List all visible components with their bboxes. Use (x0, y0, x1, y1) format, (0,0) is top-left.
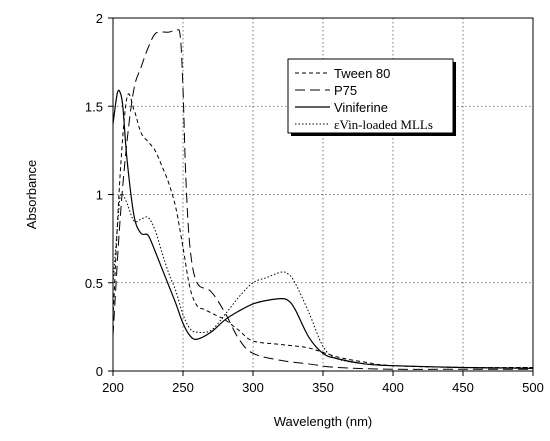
grid (113, 18, 533, 371)
y-tick-label: 0.5 (85, 276, 103, 291)
x-tick-label: 350 (312, 380, 334, 395)
legend-label-1: Tween 80 (334, 66, 390, 81)
series-line-3 (112, 89, 534, 369)
series-line-1 (112, 93, 534, 369)
x-tick-label: 250 (172, 380, 194, 395)
x-tick-label: 500 (522, 380, 544, 395)
y-axis-label: Absorbance (24, 160, 39, 229)
x-axis-label: Wavelength (nm) (274, 414, 373, 429)
y-tick-label: 2 (96, 11, 103, 26)
y-tick-label: 0 (96, 364, 103, 379)
legend-items: Tween 80 P75 Viniferine εVin-loaded MLLs (295, 66, 433, 132)
legend: Tween 80 P75 Viniferine εVin-loaded MLLs (287, 58, 456, 136)
legend-label-3: Viniferine (334, 100, 388, 115)
series-line-4 (112, 193, 534, 369)
x-tick-label: 400 (382, 380, 404, 395)
y-tick-label: 1.5 (85, 99, 103, 114)
series-line-2 (112, 29, 533, 370)
legend-box (287, 58, 454, 134)
y-tick-label: 1 (96, 188, 103, 203)
x-tick-label: 300 (242, 380, 264, 395)
x-tick-label: 200 (102, 380, 124, 395)
x-tick-label: 450 (452, 380, 474, 395)
series-layer (112, 29, 534, 370)
legend-label-4: εVin-loaded MLLs (334, 117, 433, 132)
legend-label-2: P75 (334, 83, 357, 98)
axis-ticks: 200 250 300 350 400 450 500 0 0.5 1 1.5 2 (85, 11, 544, 395)
